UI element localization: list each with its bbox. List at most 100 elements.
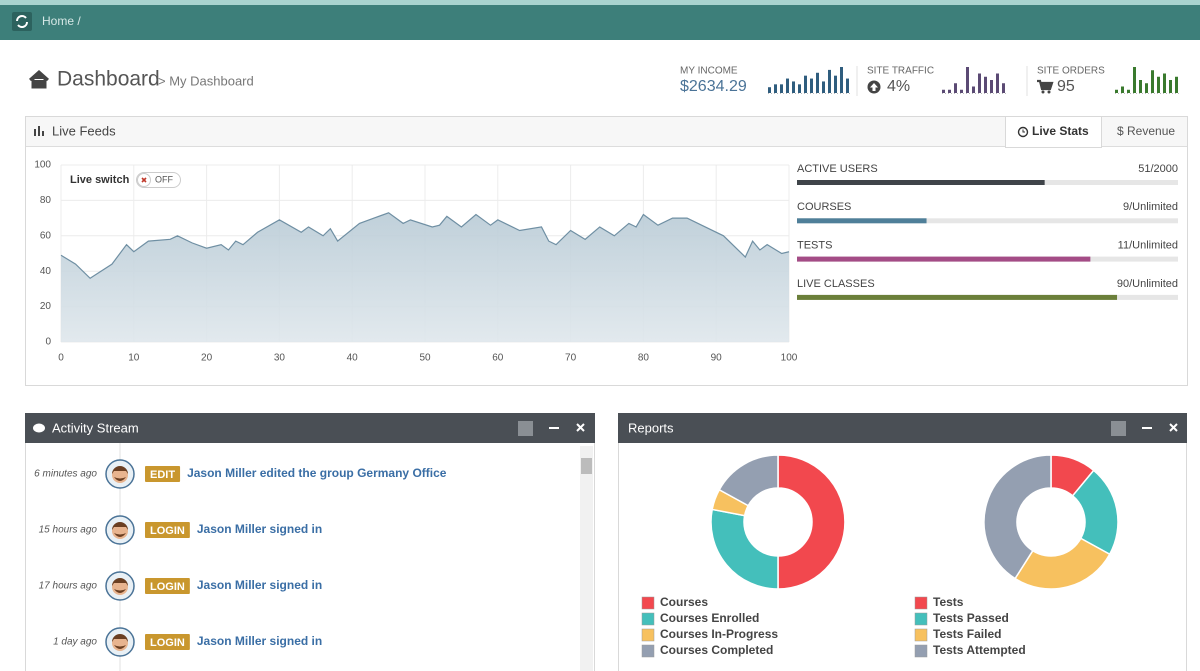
traffic-arrow bbox=[870, 83, 878, 91]
legend-swatch bbox=[914, 628, 928, 642]
live-chart: 0 20 40 60 80 100 0 10 20 30 40 50 60 70 80 90 100 bbox=[34, 160, 797, 364]
panel-title: Live Feeds bbox=[52, 123, 116, 138]
spark-bar bbox=[1002, 83, 1005, 93]
progress-bar bbox=[797, 294, 1118, 300]
legend-label: Courses Enrolled bbox=[660, 611, 759, 625]
avatar-beard bbox=[114, 645, 126, 649]
spark-bar bbox=[780, 84, 783, 93]
refresh-button[interactable] bbox=[12, 12, 32, 31]
panel-config[interactable] bbox=[1111, 421, 1126, 436]
panel-config[interactable] bbox=[518, 421, 533, 436]
avatar-hair bbox=[112, 522, 128, 530]
badge-label: LOGIN bbox=[150, 581, 185, 593]
avatar-hair bbox=[112, 466, 128, 474]
x-tick-label: 90 bbox=[711, 353, 723, 364]
x-tick-label: 10 bbox=[128, 353, 140, 364]
tab-revenue[interactable]: $ Revenue bbox=[1117, 124, 1175, 138]
legend-swatch bbox=[914, 644, 928, 658]
page-title: Dashboard bbox=[57, 68, 160, 91]
stat-name: LIVE CLASSES bbox=[797, 278, 875, 290]
line bbox=[60, 212, 790, 280]
page-subtitle: > My Dashboard bbox=[158, 73, 254, 88]
spark-bar bbox=[996, 73, 999, 93]
panel-close[interactable] bbox=[576, 423, 585, 432]
spark-bar bbox=[840, 67, 843, 93]
spark-bar bbox=[1163, 73, 1166, 93]
y-tick-label: 20 bbox=[40, 301, 52, 312]
avatar-beard bbox=[114, 533, 126, 537]
activity-list: 6 minutes ago EDIT Jason Miller edited the… bbox=[34, 459, 447, 657]
switch-x bbox=[141, 177, 147, 183]
panel-close[interactable] bbox=[1169, 423, 1178, 432]
y-tick-label: 0 bbox=[45, 337, 51, 348]
reports-title: Reports bbox=[628, 420, 674, 435]
progress-track bbox=[797, 218, 1178, 224]
badge bbox=[145, 522, 190, 538]
y-tick-label: 100 bbox=[34, 160, 51, 171]
activity-text: Jason Miller signed in bbox=[197, 522, 322, 536]
stat-count: 9/Unlimited bbox=[1123, 201, 1178, 213]
stat-name: ACTIVE USERS bbox=[797, 163, 878, 175]
activity-time: 1 day ago bbox=[53, 637, 97, 648]
legend-swatch bbox=[641, 628, 655, 642]
scroll-thumb[interactable] bbox=[581, 458, 592, 474]
spark-bar bbox=[960, 89, 963, 93]
badge bbox=[145, 466, 181, 482]
y-tick-label: 40 bbox=[40, 266, 52, 277]
x-tick-label: 40 bbox=[347, 353, 359, 364]
legend-label: Tests Passed bbox=[933, 611, 1009, 625]
spark-bar bbox=[804, 75, 807, 93]
stat-count: 11/Unlimited bbox=[1118, 240, 1178, 252]
spark-bar bbox=[966, 67, 969, 93]
avatar-beard bbox=[114, 477, 126, 481]
spark-bar bbox=[834, 75, 837, 93]
switch-state: OFF bbox=[155, 174, 173, 184]
cart-wheel bbox=[1047, 90, 1051, 94]
activity-time: 17 hours ago bbox=[39, 581, 98, 592]
spark-bar bbox=[990, 80, 993, 93]
stat-name: COURSES bbox=[797, 201, 851, 213]
spark-bar bbox=[978, 73, 981, 93]
legend-label: Courses Completed bbox=[660, 643, 773, 657]
stat-value: 95 bbox=[1057, 78, 1075, 95]
switch-label: Live switch bbox=[70, 174, 130, 186]
avatar-hair bbox=[112, 634, 128, 642]
legend-label: Courses bbox=[660, 595, 708, 609]
spark-bar bbox=[822, 81, 825, 93]
donut-slice bbox=[777, 454, 846, 590]
legend-swatch bbox=[914, 596, 928, 610]
scrollbar[interactable] bbox=[580, 446, 593, 671]
spark-bar bbox=[954, 83, 957, 93]
badge-label: LOGIN bbox=[150, 525, 185, 537]
spark-bar bbox=[1175, 76, 1178, 93]
spark-bar bbox=[1157, 76, 1160, 93]
tab-active[interactable] bbox=[1005, 116, 1102, 148]
badge-label: LOGIN bbox=[150, 637, 185, 649]
stat-name: TESTS bbox=[797, 240, 832, 252]
tab-live-stats[interactable]: Live Stats bbox=[1032, 124, 1089, 138]
spark-bar bbox=[816, 72, 819, 93]
spark-bar bbox=[984, 76, 987, 93]
x-tick-label: 20 bbox=[201, 353, 213, 364]
activity-time: 15 hours ago bbox=[39, 525, 98, 536]
stat-label: SITE ORDERS bbox=[1037, 66, 1105, 77]
stat-value: $2634.29 bbox=[680, 78, 747, 95]
y-tick-label: 80 bbox=[40, 195, 52, 206]
x-tick-label: 80 bbox=[638, 353, 650, 364]
panel-header bbox=[26, 117, 1187, 146]
badge bbox=[145, 634, 190, 650]
legend-swatch bbox=[641, 612, 655, 626]
stat-value: 4% bbox=[887, 78, 910, 95]
spark-bar bbox=[942, 89, 945, 93]
y-tick-label: 60 bbox=[40, 230, 52, 241]
breadcrumb[interactable]: Home / bbox=[42, 14, 81, 28]
clock-hands bbox=[1022, 129, 1025, 133]
legend-label: Courses In-Progress bbox=[660, 627, 778, 641]
donut-slice bbox=[718, 454, 779, 507]
legend-swatch bbox=[641, 644, 655, 658]
spark-bar bbox=[1121, 86, 1124, 93]
legend-swatch bbox=[914, 612, 928, 626]
legend-swatch bbox=[641, 596, 655, 610]
